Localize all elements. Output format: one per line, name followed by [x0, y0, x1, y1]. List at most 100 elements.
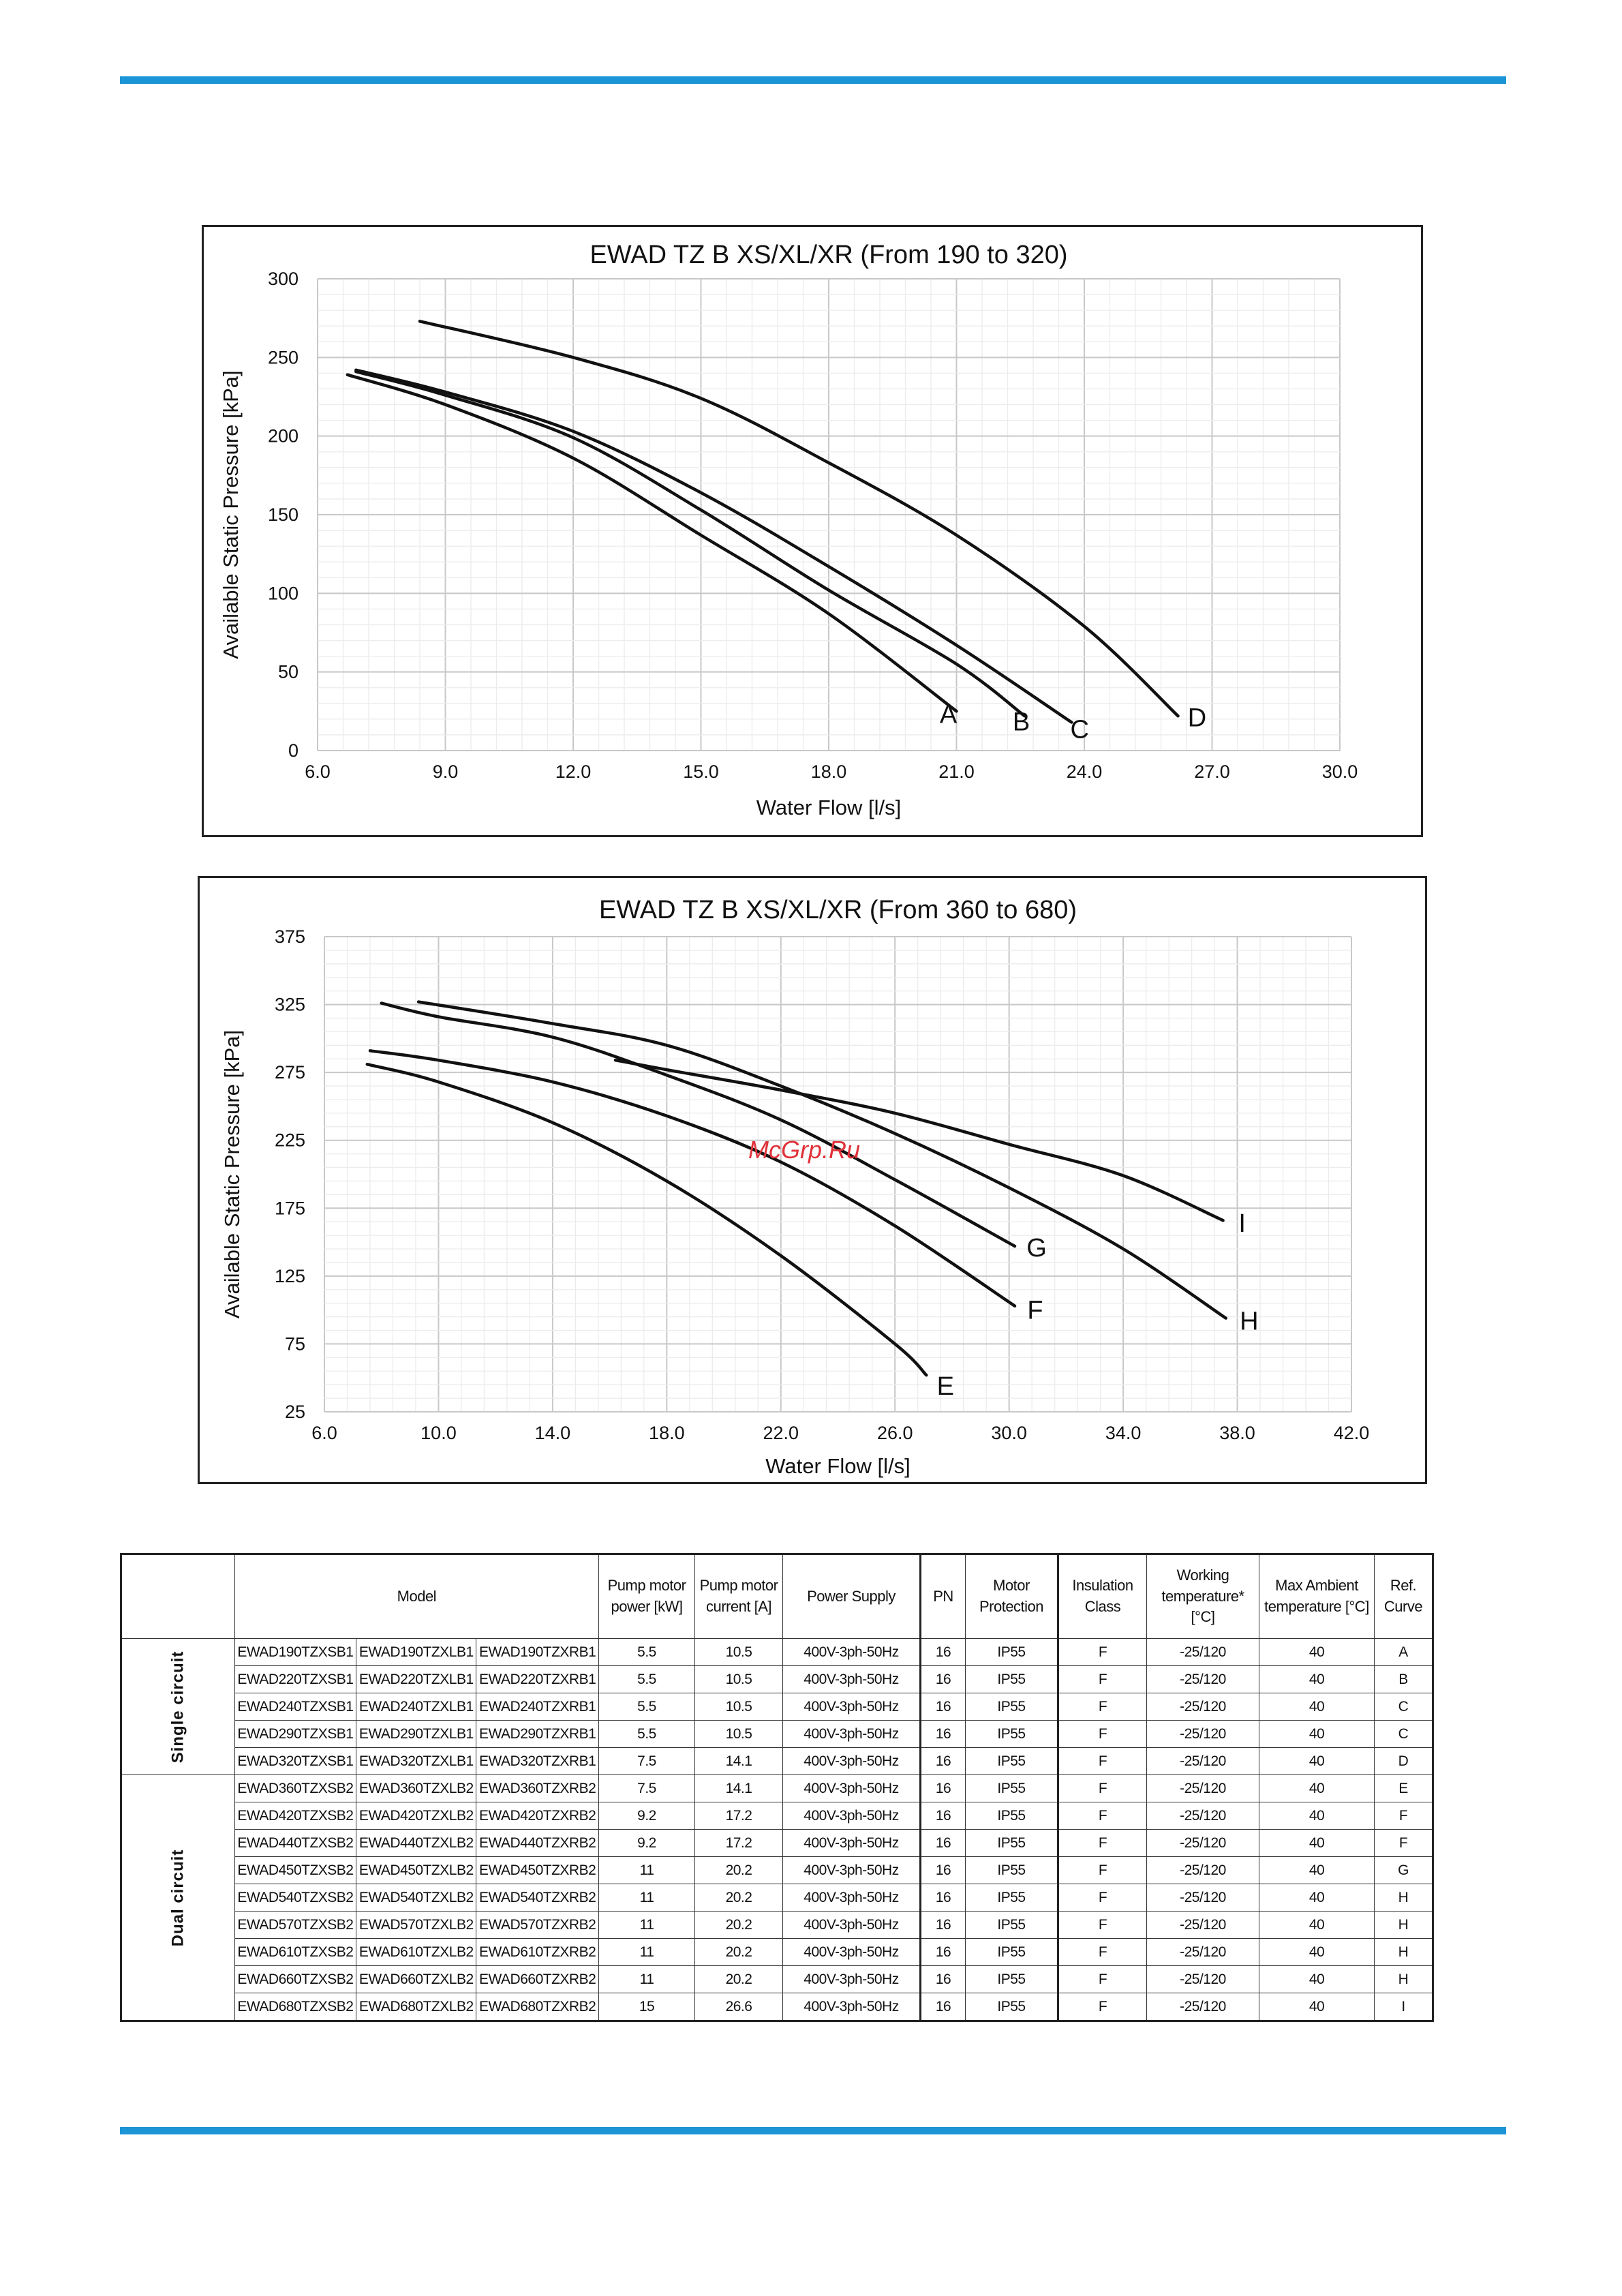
chart-1-curve-D [418, 320, 1180, 718]
group-label-text: Single circuit [168, 1650, 187, 1763]
chart-2-y-tick-label: 125 [275, 1266, 305, 1286]
cell-ps: 400V-3ph-50Hz [782, 1965, 921, 1993]
cell-xs: EWAD440TZXSB2 [234, 1829, 357, 1857]
cell-xl: EWAD660TZXLB2 [356, 1965, 477, 1993]
cell-xl: EWAD220TZXLB1 [356, 1665, 477, 1693]
chart-2-curve-G [380, 1001, 1017, 1248]
cell-kw: 11 [598, 1911, 695, 1939]
header-motor-protection: Motor Protection [965, 1554, 1058, 1639]
cell-wt: -25/120 [1146, 1665, 1259, 1693]
watermark: McGrp.Ru [748, 1136, 861, 1164]
cell-wt: -25/120 [1146, 1965, 1259, 1993]
header-pn: PN [919, 1554, 966, 1639]
chart-2-curve-F [368, 1049, 1017, 1308]
chart-2: EWAD TZ B XS/XL/XR (From 360 to 680) 6.0 1… [198, 876, 1427, 1484]
cell-amb: 40 [1259, 1665, 1375, 1693]
cell-kw: 11 [598, 1884, 695, 1912]
cell-xl: EWAD190TZXLB1 [356, 1638, 477, 1666]
cell-ins: F [1057, 1638, 1147, 1666]
cell-xr: EWAD220TZXRB1 [476, 1665, 599, 1693]
cell-mp: IP55 [965, 1665, 1058, 1693]
cell-mp: IP55 [965, 1638, 1058, 1666]
cell-wt: -25/120 [1146, 1720, 1259, 1748]
cell-ps: 400V-3ph-50Hz [782, 1665, 921, 1693]
cell-ins: F [1057, 1938, 1147, 1966]
cell-ps: 400V-3ph-50Hz [782, 1884, 921, 1912]
cell-xl: EWAD450TZXLB2 [356, 1856, 477, 1884]
chart-1-y-tick-label: 150 [268, 504, 299, 525]
cell-ins: F [1057, 1884, 1147, 1912]
cell-ref: F [1374, 1829, 1433, 1857]
cell-kw: 11 [598, 1856, 695, 1884]
cell-kw: 5.5 [598, 1638, 695, 1666]
cell-xs: EWAD220TZXSB1 [234, 1665, 357, 1693]
chart-2-x-tick-label: 18.0 [649, 1423, 685, 1443]
cell-mp: IP55 [965, 1938, 1058, 1966]
cell-a: 10.5 [694, 1665, 783, 1693]
cell-wt: -25/120 [1146, 1638, 1259, 1666]
chart-1-curve-label-D: D [1188, 704, 1206, 732]
chart-1-curve-label-A: A [940, 700, 958, 729]
cell-amb: 40 [1259, 1638, 1375, 1666]
cell-a: 17.2 [694, 1829, 783, 1857]
cell-xl: EWAD420TZXLB2 [356, 1802, 477, 1830]
cell-pn: 16 [919, 1693, 966, 1721]
cell-kw: 5.5 [598, 1665, 695, 1693]
cell-xs: EWAD190TZXSB1 [234, 1638, 357, 1666]
cell-pn: 16 [919, 1884, 966, 1912]
cell-ps: 400V-3ph-50Hz [782, 1829, 921, 1857]
chart-1-grid [317, 278, 1341, 751]
pump-spec-table: Model Pump motor power [kW] Pump motor c… [120, 1553, 1434, 2022]
cell-ref: H [1374, 1911, 1433, 1939]
cell-ins: F [1057, 1720, 1147, 1748]
header-power-supply: Power Supply [782, 1554, 921, 1639]
chart-1-y-tick-label: 0 [288, 740, 299, 761]
chart-1-x-tick-label: 24.0 [1067, 761, 1103, 782]
header-group-blank [121, 1554, 235, 1639]
cell-xs: EWAD680TZXSB2 [234, 1993, 357, 2021]
cell-pn: 16 [919, 1911, 966, 1939]
chart-2-y-tick-label: 75 [285, 1333, 305, 1354]
header-pump-power: Pump motor power [kW] [598, 1554, 695, 1639]
chart-2-x-tick-label: 26.0 [877, 1423, 913, 1443]
cell-pn: 16 [919, 1774, 966, 1802]
cell-a: 20.2 [694, 1938, 783, 1966]
cell-xs: EWAD450TZXSB2 [234, 1856, 357, 1884]
chart-1-x-tick-label: 18.0 [811, 761, 847, 782]
chart-2-curve-E [365, 1062, 928, 1377]
chart-2-curve-label-E: E [937, 1372, 954, 1401]
cell-xr: EWAD290TZXRB1 [476, 1720, 599, 1748]
chart-1-x-tick-label: 12.0 [555, 761, 592, 782]
table-row: Single circuit EWAD190TZXSB1 EWAD190TZXLB1… [121, 1638, 1433, 1775]
cell-wt: -25/120 [1146, 1802, 1259, 1830]
chart-1-svg: EWAD TZ B XS/XL/XR (From 190 to 320) 6.0 9… [219, 241, 1358, 819]
cell-pn: 16 [919, 1965, 966, 1993]
cell-mp: IP55 [965, 1965, 1058, 1993]
cell-pn: 16 [919, 1638, 966, 1666]
chart-1-x-tick-label: 6.0 [305, 761, 331, 782]
chart-1-y-tick-label: 250 [268, 347, 299, 367]
chart-2-curve-I [613, 1058, 1225, 1222]
cell-kw: 15 [598, 1993, 695, 2021]
group-label-text: Dual circuit [168, 1849, 187, 1946]
cell-xr: EWAD660TZXRB2 [476, 1965, 599, 1993]
cell-ref: H [1374, 1938, 1433, 1966]
cell-mp: IP55 [965, 1802, 1058, 1830]
chart-2-title: EWAD TZ B XS/XL/XR (From 360 to 680) [599, 896, 1077, 924]
table-row: EWAD440TZXSB2 EWAD440TZXLB2 EWAD440TZXRB2 9… [121, 1829, 1433, 1857]
cell-xs: EWAD540TZXSB2 [234, 1884, 357, 1912]
cell-ref: H [1374, 1965, 1433, 1993]
cell-a: 20.2 [694, 1856, 783, 1884]
cell-a: 10.5 [694, 1638, 783, 1666]
cell-ins: F [1057, 1802, 1147, 1830]
cell-wt: -25/120 [1146, 1993, 1259, 2021]
chart-1-x-axis-label: Water Flow [l/s] [756, 796, 901, 819]
cell-ps: 400V-3ph-50Hz [782, 1720, 921, 1748]
cell-xr: EWAD320TZXRB1 [476, 1747, 599, 1775]
chart-2-curve-label-H: H [1240, 1308, 1258, 1336]
cell-xl: EWAD320TZXLB1 [356, 1747, 477, 1775]
cell-wt: -25/120 [1146, 1774, 1259, 1802]
cell-xr: EWAD450TZXRB2 [476, 1856, 599, 1884]
cell-xl: EWAD540TZXLB2 [356, 1884, 477, 1912]
chart-2-grid [324, 936, 1352, 1413]
